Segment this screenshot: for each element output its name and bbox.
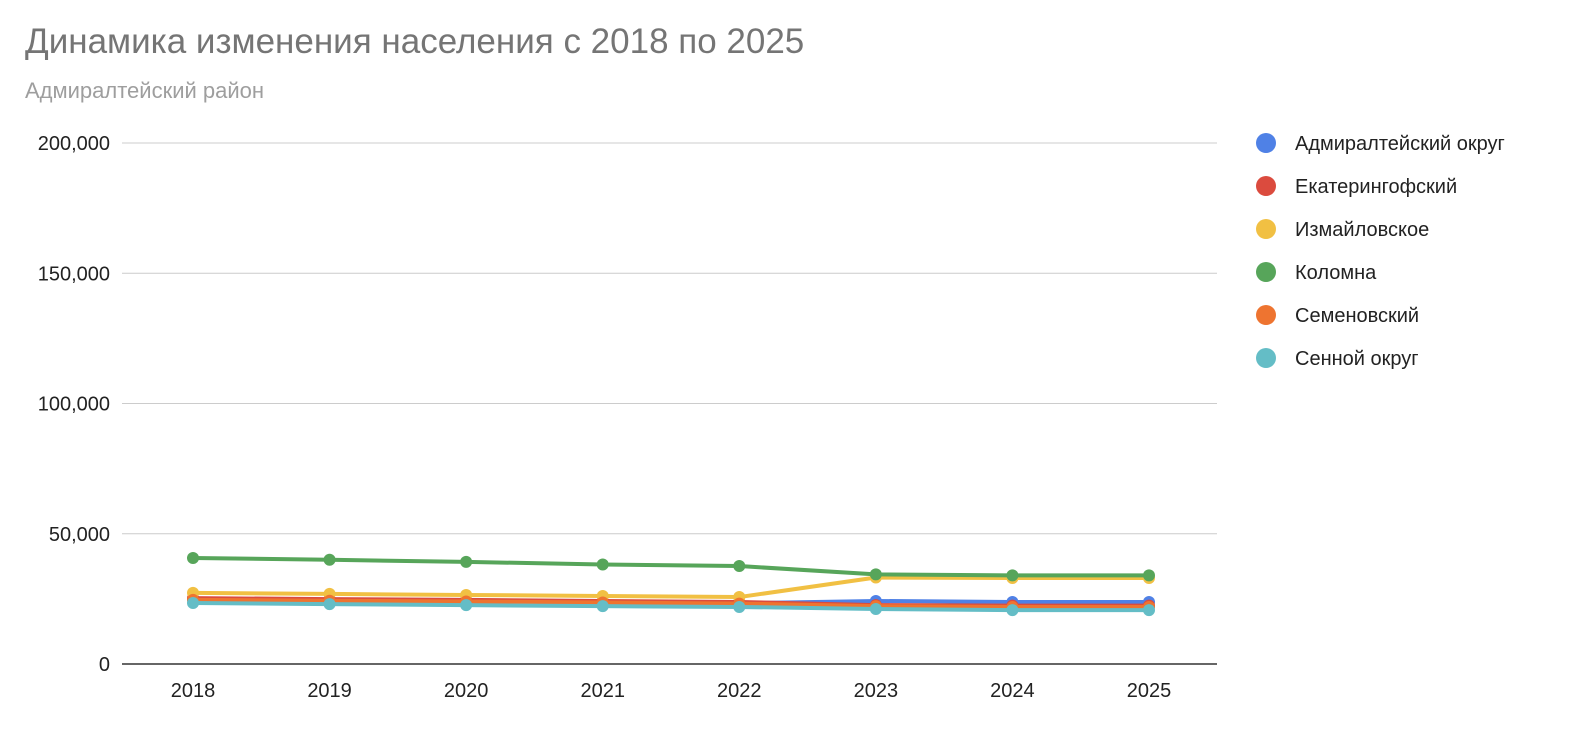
legend-label: Измайловское	[1295, 219, 1429, 241]
legend-marker	[1256, 262, 1276, 282]
x-tick-label: 2021	[580, 680, 625, 702]
chart-subtitle: Адмиралтейский район	[25, 78, 265, 103]
data-point	[733, 560, 746, 573]
legend-label: Екатерингофский	[1295, 176, 1457, 198]
chart-title: Динамика изменения населения с 2018 по 2…	[25, 22, 805, 61]
x-tick-label: 2022	[717, 680, 762, 702]
series-line	[192, 575, 1149, 600]
data-point	[460, 555, 473, 568]
data-point	[187, 551, 199, 564]
legend-marker	[1256, 219, 1276, 239]
data-point	[596, 600, 609, 613]
legend-label: Сенной округ	[1295, 348, 1419, 370]
series-line	[192, 601, 1149, 613]
data-point	[323, 598, 336, 611]
series-line	[192, 597, 1149, 609]
data-point	[187, 597, 199, 610]
legend-marker	[1256, 176, 1276, 196]
series-line	[192, 555, 1149, 578]
x-tick-label: 2018	[171, 680, 216, 702]
data-point	[1006, 604, 1019, 617]
x-tick-label: 2019	[307, 680, 352, 702]
x-tick-label: 2020	[444, 680, 489, 702]
data-point	[733, 600, 746, 613]
legend-marker	[1256, 305, 1276, 325]
x-tick-label: 2025	[1127, 680, 1172, 702]
data-point	[460, 599, 473, 612]
y-tick-label: 100,000	[38, 394, 110, 416]
data-point	[1143, 569, 1155, 582]
data-point	[869, 603, 882, 616]
data-point	[1143, 604, 1155, 617]
data-point	[869, 568, 882, 581]
legend-label: Адмиралтейский округ	[1295, 133, 1505, 155]
legend-label: Коломна	[1295, 262, 1377, 284]
y-tick-label: 200,000	[38, 133, 110, 155]
y-tick-label: 150,000	[38, 263, 110, 285]
legend-marker	[1256, 348, 1276, 368]
data-point	[1006, 569, 1019, 582]
y-tick-label: 50,000	[49, 524, 110, 546]
data-point	[323, 553, 336, 566]
y-tick-label: 0	[99, 654, 110, 676]
legend-marker	[1256, 133, 1276, 153]
x-tick-label: 2023	[854, 680, 899, 702]
legend-label: Семеновский	[1295, 305, 1419, 327]
x-tick-label: 2024	[990, 680, 1035, 702]
data-point	[596, 558, 609, 571]
